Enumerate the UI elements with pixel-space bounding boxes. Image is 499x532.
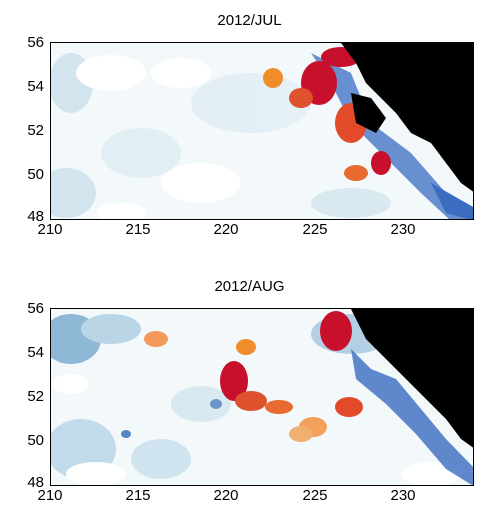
y-tick-label: 48 [27, 208, 44, 225]
y-tick-label: 56 [27, 300, 44, 317]
missing-data-regions [76, 55, 241, 219]
x-tick-label: 215 [125, 487, 151, 504]
warm-anomaly-regions [263, 47, 391, 181]
map-panel-aug: 2012/AUG [0, 266, 499, 532]
y-tick-label: 56 [27, 34, 44, 51]
anomaly-map [50, 308, 474, 486]
x-tick-label: 225 [302, 221, 328, 238]
y-tick-label: 52 [27, 122, 44, 139]
x-tick-label: 210 [37, 221, 63, 238]
x-tick-label: 230 [390, 487, 416, 504]
x-tick-label: 210 [37, 487, 63, 504]
panel-title: 2012/AUG [214, 278, 285, 295]
y-tick-label: 48 [27, 474, 44, 491]
map-canvas [51, 43, 473, 219]
map-canvas [51, 309, 473, 485]
panel-title: 2012/JUL [217, 12, 282, 29]
land-mass [341, 43, 473, 192]
x-tick-label: 225 [302, 487, 328, 504]
map-panel-jul: 2012/JUL [27, 12, 474, 238]
cool-anomaly-regions [51, 53, 391, 218]
land-mass [351, 309, 473, 448]
x-tick-label: 230 [390, 221, 416, 238]
y-tick-label: 54 [27, 78, 44, 95]
anomaly-map [50, 42, 474, 220]
y-tick-label: 54 [27, 344, 44, 361]
x-tick-label: 215 [125, 221, 151, 238]
x-tick-label: 220 [213, 221, 239, 238]
y-tick-label: 52 [27, 388, 44, 405]
missing-data-regions [53, 374, 461, 485]
warm-anomaly-regions [144, 311, 363, 442]
coastal-cool-band [351, 349, 473, 485]
x-tick-label: 220 [213, 487, 239, 504]
y-tick-label: 50 [27, 432, 44, 449]
y-tick-label: 50 [27, 166, 44, 183]
